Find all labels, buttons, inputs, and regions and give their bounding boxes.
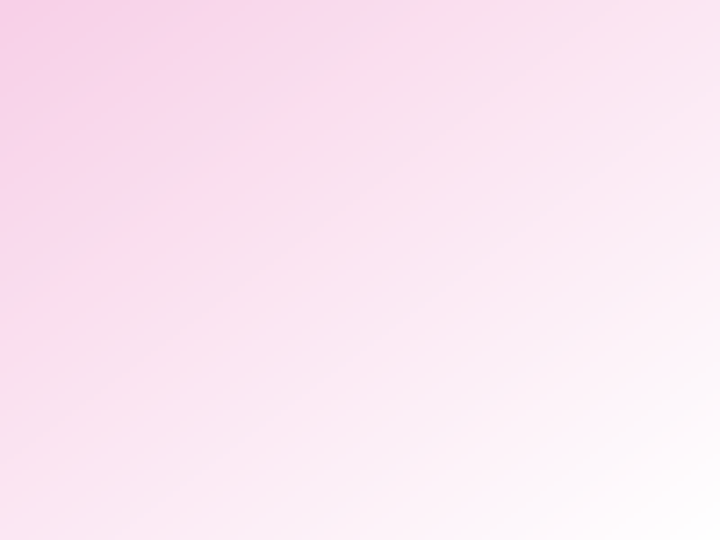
- Text: Radioactive iodine-131 has a half-: Radioactive iodine-131 has a half-: [58, 38, 640, 69]
- Text: = 4: = 4: [198, 278, 263, 311]
- Text: days would be —: days would be —: [58, 248, 338, 279]
- Text: 200.0 gram sample left after 32: 200.0 gram sample left after 32: [58, 178, 600, 209]
- Text: 2: 2: [365, 331, 405, 393]
- Text: = 12.5: = 12.5: [497, 245, 713, 306]
- Text: 8: 8: [114, 318, 138, 352]
- Text: 25.0: 25.0: [314, 174, 456, 236]
- Text: life of eight days. The amount of a: life of eight days. The amount of a: [58, 108, 645, 139]
- Text: 32: 32: [103, 234, 149, 268]
- FancyBboxPatch shape: [274, 162, 698, 464]
